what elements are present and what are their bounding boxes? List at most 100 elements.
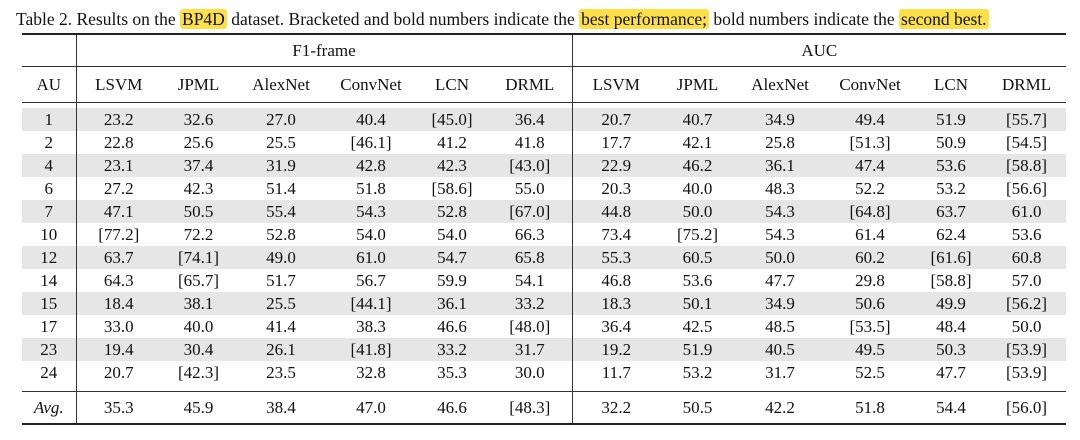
value-cell: [42.3] <box>177 362 220 382</box>
value-cell: 32.8 <box>356 362 386 382</box>
avg-value-cell: 54.4 <box>915 391 988 425</box>
au-cell: 7 <box>22 200 76 223</box>
group-header-empty <box>22 33 76 67</box>
value-cell: 60.8 <box>987 246 1067 269</box>
value-cell: 23.1 <box>75 154 161 177</box>
value-cell: 60.2 <box>825 246 916 269</box>
value-cell: 55.0 <box>514 178 545 198</box>
value-cell: 41.2 <box>437 132 467 152</box>
value-cell: 31.7 <box>765 362 795 382</box>
spacer-cell <box>326 384 416 392</box>
avg-value-cell: [56.0] <box>987 391 1067 425</box>
value-cell: 53.6 <box>915 154 988 177</box>
value-cell: 22.9 <box>571 154 661 177</box>
group-header-auc: AUC <box>571 33 1067 67</box>
value-cell: 19.4 <box>75 338 161 361</box>
value-cell: 36.1 <box>735 154 826 177</box>
au-cell: 2 <box>44 132 54 152</box>
value-cell: 54.1 <box>514 270 545 290</box>
value-cell: 31.9 <box>236 154 326 177</box>
value-cell: 47.7 <box>765 270 795 290</box>
value-cell: 66.3 <box>514 224 545 244</box>
au-cell: 4 <box>22 154 76 177</box>
avg-value-cell: 50.5 <box>660 391 736 425</box>
value-cell: 34.9 <box>735 108 826 131</box>
avg-value-cell: 38.4 <box>236 391 326 425</box>
value-cell: 54.7 <box>416 246 488 269</box>
value-cell: 33.2 <box>488 292 573 315</box>
results-table: F1-frame AUC AU LSVM JPML AlexNet ConvNet LCN… <box>22 33 1067 425</box>
column-header: ConvNet <box>326 66 416 103</box>
value-cell: 64.3 <box>75 269 161 292</box>
value-cell: [54.5] <box>1006 132 1048 152</box>
value-cell: 51.4 <box>266 178 296 198</box>
value-cell: 31.7 <box>488 338 573 361</box>
value-cell: 47.4 <box>825 154 916 177</box>
value-cell: 57.0 <box>1011 270 1042 290</box>
value-cell: 51.9 <box>915 108 988 131</box>
spacer-cell <box>75 102 161 108</box>
avg-value-cell: 32.2 <box>571 391 661 425</box>
value-cell: 44.8 <box>571 200 661 223</box>
value-cell: 18.3 <box>571 292 661 315</box>
caption-highlight-dataset: BP4D <box>180 9 227 29</box>
value-cell: 49.4 <box>825 108 916 131</box>
value-cell: 50.0 <box>660 200 736 223</box>
value-cell: 56.7 <box>356 270 386 290</box>
value-cell: 49.9 <box>915 292 988 315</box>
value-cell: 52.8 <box>266 224 296 244</box>
value-cell: [53.9] <box>987 338 1067 361</box>
value-cell: [58.8] <box>930 270 972 290</box>
value-cell: 26.1 <box>236 338 326 361</box>
column-header: ConvNet <box>825 66 916 103</box>
value-cell: 25.5 <box>266 132 296 152</box>
value-cell: 53.6 <box>1011 224 1042 244</box>
value-cell: 61.4 <box>855 224 885 244</box>
spacer-cell <box>660 384 736 392</box>
spacer-cell <box>571 384 661 392</box>
value-cell: 54.3 <box>326 200 416 223</box>
value-cell: [45.0] <box>416 108 488 131</box>
column-header: DRML <box>488 66 573 103</box>
value-cell: 60.5 <box>660 246 736 269</box>
average-row: Avg. 35.3 45.9 38.4 47.0 46.6 [48.3] 32.2 50.5 42… <box>22 391 1067 425</box>
avg-label: Avg. <box>22 391 76 425</box>
au-cell: 24 <box>40 362 58 382</box>
value-cell: 65.8 <box>488 246 573 269</box>
column-header: LCN <box>915 66 988 103</box>
value-cell: 47.1 <box>75 200 161 223</box>
value-cell: 29.8 <box>855 270 885 290</box>
table-caption: Table 2. Results on the BP4D dataset. Br… <box>16 7 1072 31</box>
value-cell: 38.1 <box>161 292 236 315</box>
value-cell: 50.0 <box>735 246 826 269</box>
table-row: 15 18.4 38.1 25.5 [44.1] 36.1 33.2 18.3 50.1 34.9… <box>22 292 1067 315</box>
column-header: LSVM <box>571 66 661 103</box>
value-cell: 63.7 <box>75 246 161 269</box>
value-cell: [65.7] <box>177 270 220 290</box>
value-cell: 20.7 <box>75 361 161 384</box>
value-cell: 53.2 <box>936 178 966 198</box>
value-cell: 40.0 <box>682 178 713 198</box>
value-cell: 41.4 <box>266 316 296 336</box>
avg-value-cell: 46.6 <box>416 391 488 425</box>
value-cell: [55.7] <box>987 108 1067 131</box>
spacer-row <box>22 102 1066 108</box>
column-header: LCN <box>416 66 488 103</box>
au-cell: 1 <box>22 108 76 131</box>
column-header: AlexNet <box>735 66 826 103</box>
value-cell: [53.5] <box>849 316 891 336</box>
value-cell: 52.2 <box>855 178 885 198</box>
value-cell: 50.1 <box>660 292 736 315</box>
value-cell: 53.2 <box>682 362 713 382</box>
value-cell: [58.6] <box>431 178 473 198</box>
value-cell: 42.5 <box>682 316 713 336</box>
value-cell: 11.7 <box>571 361 661 384</box>
value-cell: 50.5 <box>161 200 236 223</box>
value-cell: 36.4 <box>488 108 573 131</box>
value-cell: 46.2 <box>660 154 736 177</box>
au-cell: 17 <box>40 316 58 336</box>
spacer-cell <box>488 384 573 392</box>
value-cell: 25.6 <box>183 132 214 152</box>
value-cell: 46.8 <box>571 269 661 292</box>
column-header-row: AU LSVM JPML AlexNet ConvNet LCN DRML LSVM JPML A… <box>22 66 1067 103</box>
